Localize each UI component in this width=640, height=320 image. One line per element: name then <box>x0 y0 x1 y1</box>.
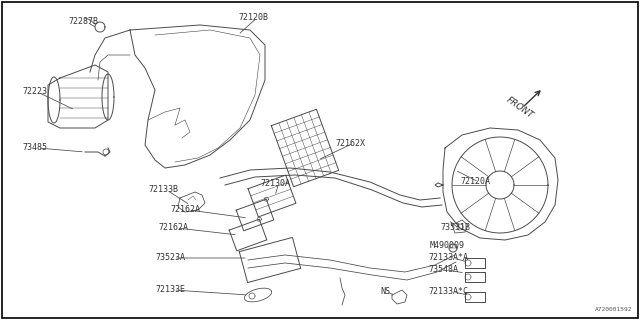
Text: NS: NS <box>380 287 390 297</box>
Text: M490009: M490009 <box>430 241 465 250</box>
Text: FRONT: FRONT <box>505 95 535 121</box>
Text: 73548A: 73548A <box>428 266 458 275</box>
Text: 72133B: 72133B <box>148 186 178 195</box>
Text: 72133E: 72133E <box>155 285 185 294</box>
Text: 72120A: 72120A <box>460 178 490 187</box>
Text: 72287B: 72287B <box>68 18 98 27</box>
Text: 72133A*A: 72133A*A <box>428 253 468 262</box>
Text: 72162A: 72162A <box>170 205 200 214</box>
Text: 72120B: 72120B <box>238 13 268 22</box>
Text: 72162X: 72162X <box>335 139 365 148</box>
Text: 73523A: 73523A <box>155 253 185 262</box>
Text: 73531B: 73531B <box>440 223 470 233</box>
Text: 72133A*C: 72133A*C <box>428 287 468 297</box>
Text: A720001592: A720001592 <box>595 307 632 312</box>
Text: 73485: 73485 <box>22 143 47 153</box>
Text: 72223: 72223 <box>22 87 47 97</box>
Text: 72130A: 72130A <box>260 179 290 188</box>
Text: 72162A: 72162A <box>158 223 188 233</box>
